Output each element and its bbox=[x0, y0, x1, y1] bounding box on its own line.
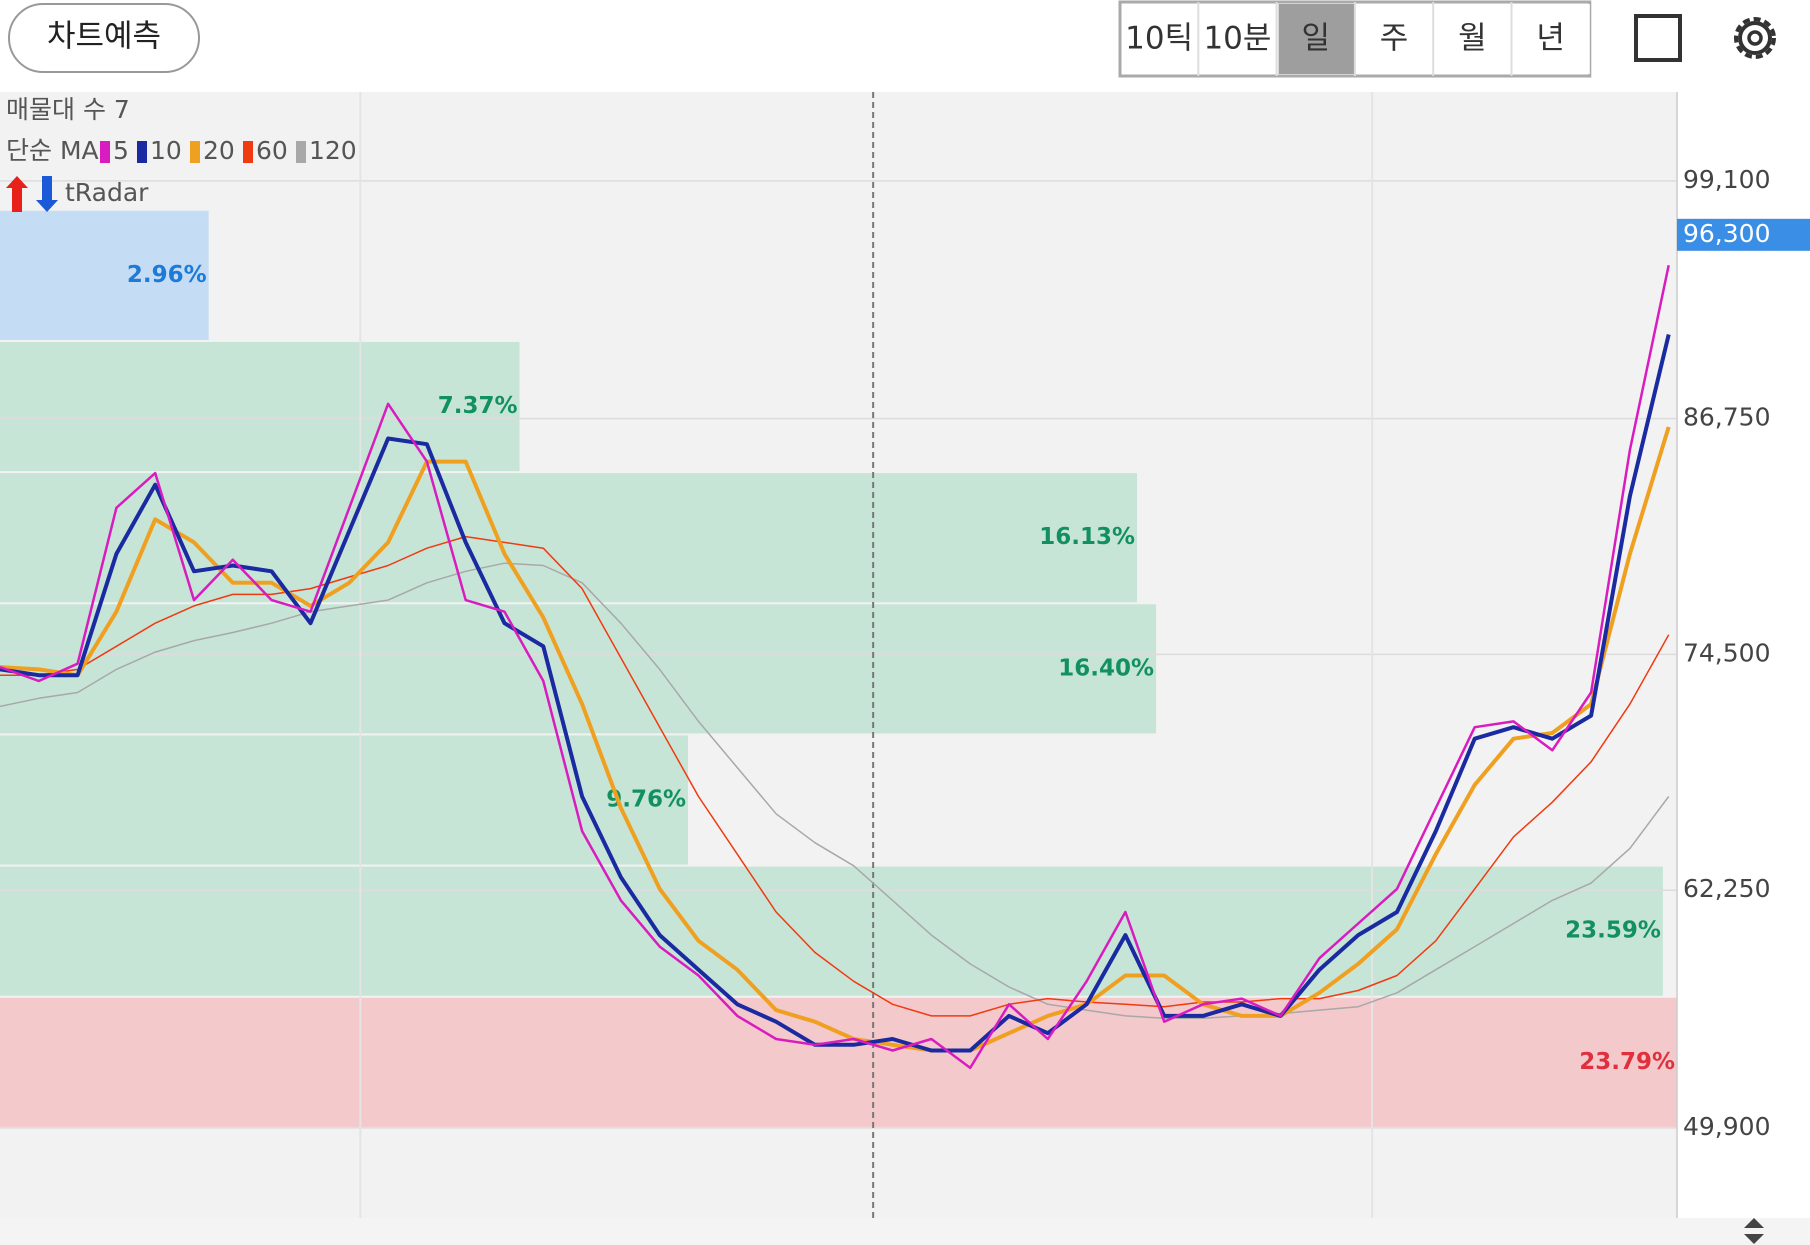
legend-entry: 20 bbox=[203, 136, 235, 165]
plot: 23.79%23.59%9.76%16.40%16.13%7.37%2.96%4… bbox=[0, 92, 1810, 1245]
radar-label: tRadar bbox=[65, 178, 149, 207]
profile-label: 2.96% bbox=[127, 262, 207, 288]
legend-swatch bbox=[243, 141, 253, 163]
period-label[interactable]: 10틱 bbox=[1125, 21, 1193, 57]
legend-swatch bbox=[100, 141, 110, 163]
period-label[interactable]: 10분 bbox=[1203, 21, 1271, 57]
profile-bar bbox=[0, 210, 209, 340]
profile-label: 7.37% bbox=[438, 393, 518, 419]
predict-button[interactable] bbox=[8, 3, 200, 73]
ma-legend: 5 10 20 60 120 bbox=[100, 136, 357, 165]
profile-label: 16.13% bbox=[1039, 524, 1135, 550]
profile-bar bbox=[0, 473, 1138, 603]
period-button[interactable] bbox=[1278, 4, 1355, 74]
y-tick-label: 74,500 bbox=[1683, 638, 1770, 667]
profile-bar bbox=[0, 866, 1663, 996]
legend-swatch bbox=[190, 141, 200, 163]
period-label[interactable]: 일 bbox=[1301, 21, 1330, 57]
period-button[interactable] bbox=[1122, 4, 1199, 74]
profile-label: 23.59% bbox=[1565, 918, 1661, 944]
profile-bar bbox=[0, 341, 520, 472]
profile-bar bbox=[0, 604, 1157, 734]
y-tick-label: 49,900 bbox=[1683, 1112, 1770, 1141]
ma-line bbox=[0, 535, 1670, 1017]
period-label[interactable]: 년 bbox=[1536, 21, 1565, 57]
ma-line bbox=[0, 562, 1670, 1019]
legend-swatch bbox=[137, 141, 147, 163]
current-price-label: 96,300 bbox=[1683, 219, 1770, 248]
legend-entry: 10 bbox=[150, 136, 182, 165]
period-label[interactable]: 월 bbox=[1458, 21, 1487, 57]
profile-label: 23.79% bbox=[1579, 1049, 1675, 1075]
y-tick-label: 62,250 bbox=[1683, 874, 1770, 903]
ma-line bbox=[0, 426, 1671, 1053]
y-tick-label: 86,750 bbox=[1683, 403, 1770, 432]
ma-label: 단순 MA bbox=[6, 136, 99, 165]
legend-swatch bbox=[296, 141, 306, 163]
legend: 매물대 수 7 단순 MA 5 10 20 60 120 tRadar bbox=[6, 95, 357, 212]
period-button[interactable] bbox=[1200, 4, 1277, 74]
up-arrow bbox=[6, 176, 28, 212]
period-selector: 10틱 10분 일 주 월 년 bbox=[1118, 0, 1592, 78]
down-arrow bbox=[36, 176, 58, 212]
legend-entry: 60 bbox=[256, 136, 288, 165]
period-button[interactable] bbox=[1356, 4, 1434, 74]
predict-button-label[interactable]: 차트예측 bbox=[47, 19, 161, 55]
ma-line bbox=[0, 334, 1671, 1053]
ma-line bbox=[0, 264, 1670, 1070]
period-button[interactable] bbox=[1513, 4, 1590, 74]
profile-label: 16.40% bbox=[1058, 655, 1154, 681]
scroll-icon[interactable] bbox=[1744, 1218, 1764, 1244]
y-tick-label: 99,100 bbox=[1683, 165, 1770, 194]
profile-label: 매물대 수 7 bbox=[6, 95, 130, 124]
current-price-box bbox=[1677, 218, 1810, 251]
period-label[interactable]: 주 bbox=[1380, 21, 1409, 57]
settings-icon[interactable] bbox=[1734, 17, 1776, 59]
legend-entry: 5 bbox=[113, 136, 129, 165]
x-axis-strip bbox=[0, 1218, 1810, 1245]
profile-bar bbox=[0, 997, 1677, 1127]
legend-entry: 120 bbox=[309, 136, 357, 165]
period-button[interactable] bbox=[1435, 4, 1512, 74]
fullscreen-icon[interactable] bbox=[1634, 14, 1682, 62]
